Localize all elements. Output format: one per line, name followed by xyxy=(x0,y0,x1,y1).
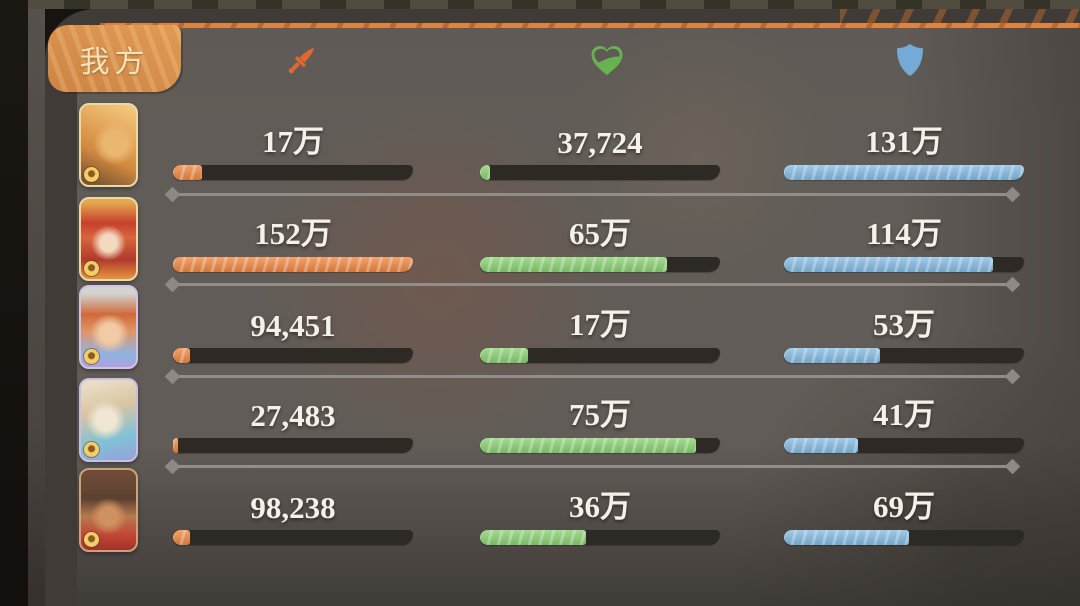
stat-value: 114万 xyxy=(866,216,942,251)
heart-icon xyxy=(588,41,626,79)
stat-bar-fill xyxy=(173,530,190,545)
row-divider xyxy=(164,368,1021,385)
stat-value: 75万 xyxy=(569,397,631,432)
stat-bar-fill xyxy=(784,530,909,545)
wood-texture xyxy=(840,9,1080,24)
stat-defense-row-5: 69万 xyxy=(784,477,1024,545)
orange-accent-stripe xyxy=(100,23,1080,28)
stat-bar-track xyxy=(784,165,1024,180)
stat-bar-track xyxy=(784,530,1024,545)
avatar-brown-haired-fighter[interactable] xyxy=(79,468,138,552)
avatar-lion-warrior[interactable] xyxy=(79,103,138,187)
stat-healing-row-5: 36万 xyxy=(480,477,720,545)
stat-attack-row-2: 152万 xyxy=(173,204,413,272)
stat-bar-fill xyxy=(173,165,202,180)
stat-bar-fill xyxy=(480,438,696,453)
shield-icon xyxy=(891,41,929,79)
stat-bar-fill xyxy=(784,257,993,272)
stat-value: 131万 xyxy=(865,124,943,159)
stat-bar-fill xyxy=(173,257,413,272)
stat-bar-track xyxy=(784,257,1024,272)
stat-value: 53万 xyxy=(873,307,935,342)
stat-value: 36万 xyxy=(569,489,631,524)
stat-attack-row-1: 17万 xyxy=(173,112,413,180)
stat-bar-fill xyxy=(784,348,880,363)
stat-bar-fill xyxy=(173,348,190,363)
stat-bar-track xyxy=(173,530,413,545)
stat-bar-track xyxy=(480,438,720,453)
stat-bar-track xyxy=(480,348,720,363)
stat-bar-track xyxy=(173,438,413,453)
stat-healing-row-4: 75万 xyxy=(480,385,720,453)
stats-panel xyxy=(77,28,1080,606)
faction-badge-icon xyxy=(84,261,99,276)
sword-icon xyxy=(283,41,321,79)
stat-bar-fill xyxy=(784,165,1024,180)
tab-our-side-label: 我方 xyxy=(79,45,150,79)
stat-value: 37,724 xyxy=(557,125,643,160)
stat-bar-track xyxy=(480,257,720,272)
backdrop-gap xyxy=(28,9,45,606)
stat-value: 98,238 xyxy=(250,490,336,525)
stat-bar-track xyxy=(173,257,413,272)
stat-bar-track xyxy=(480,165,720,180)
stat-value: 94,451 xyxy=(250,308,336,343)
stats-panel-frame xyxy=(45,9,1080,606)
stat-bar-track xyxy=(480,530,720,545)
stat-bar-track xyxy=(173,348,413,363)
stat-defense-row-1: 131万 xyxy=(784,112,1024,180)
top-edge-strip xyxy=(0,0,1080,9)
row-divider xyxy=(164,458,1021,475)
row-divider xyxy=(164,276,1021,293)
stat-bar-fill xyxy=(480,530,586,545)
stat-value: 69万 xyxy=(873,489,935,524)
stat-bar-track xyxy=(784,348,1024,363)
faction-badge-icon xyxy=(84,442,99,457)
stat-bar-fill xyxy=(784,438,859,453)
stat-bar-track xyxy=(173,165,413,180)
stat-value: 17万 xyxy=(262,124,324,159)
stat-defense-row-4: 41万 xyxy=(784,385,1024,453)
faction-badge-icon xyxy=(84,167,99,182)
faction-badge-icon xyxy=(84,349,99,364)
stat-value: 65万 xyxy=(569,216,631,251)
avatar-red-haired-youth[interactable] xyxy=(79,285,138,369)
stat-healing-row-3: 17万 xyxy=(480,295,720,363)
stat-bar-fill xyxy=(173,438,178,453)
avatar-beast-companion[interactable] xyxy=(79,378,138,462)
stat-attack-row-4: 27,483 xyxy=(173,385,413,453)
stat-bar-fill xyxy=(480,348,528,363)
stat-bar-fill xyxy=(480,257,668,272)
row-divider xyxy=(164,186,1021,203)
stat-value: 152万 xyxy=(254,216,332,251)
stat-value: 27,483 xyxy=(250,398,336,433)
faction-badge-icon xyxy=(84,532,99,547)
stat-value: 41万 xyxy=(873,397,935,432)
stat-attack-row-5: 98,238 xyxy=(173,477,413,545)
stat-attack-row-3: 94,451 xyxy=(173,295,413,363)
tab-our-side[interactable]: 我方 xyxy=(48,25,181,92)
avatar-red-haired-sorceress[interactable] xyxy=(79,197,138,281)
stat-healing-row-1: 37,724 xyxy=(480,112,720,180)
stat-defense-row-3: 53万 xyxy=(784,295,1024,363)
stat-value: 17万 xyxy=(569,307,631,342)
stat-bar-track xyxy=(784,438,1024,453)
stat-defense-row-2: 114万 xyxy=(784,204,1024,272)
stat-bar-fill xyxy=(480,165,490,180)
stat-healing-row-2: 65万 xyxy=(480,204,720,272)
left-edge-strip xyxy=(0,0,28,606)
